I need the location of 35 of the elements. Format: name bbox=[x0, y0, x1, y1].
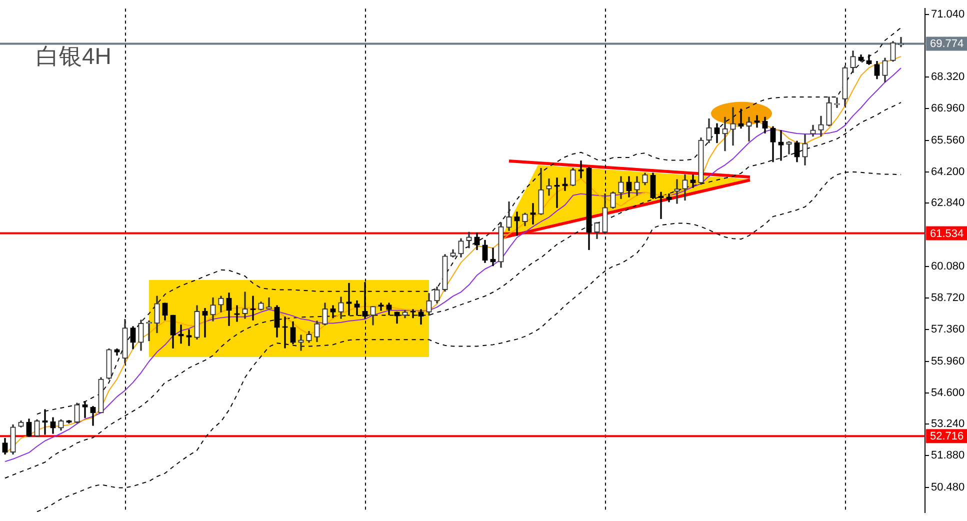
candlestick bbox=[562, 178, 568, 191]
y-tick-label: 64.200 bbox=[931, 166, 965, 178]
candlestick bbox=[490, 248, 496, 266]
candlestick bbox=[778, 130, 784, 161]
candlestick bbox=[658, 192, 664, 219]
candlestick bbox=[578, 160, 584, 178]
candlestick bbox=[786, 141, 792, 154]
y-tick-label: 50.480 bbox=[931, 482, 965, 494]
y-tick-label: 54.600 bbox=[931, 386, 965, 399]
y-tick-label: 60.080 bbox=[931, 260, 965, 273]
candlestick bbox=[834, 98, 840, 108]
y-tick-label: 58.720 bbox=[931, 292, 965, 304]
y-tick-label: 57.360 bbox=[931, 323, 965, 336]
candlestick bbox=[282, 316, 288, 348]
candlestick bbox=[514, 212, 520, 236]
ref-line-label: 69.774 bbox=[930, 38, 964, 50]
candlestick bbox=[546, 178, 552, 196]
y-tick-label: 71.040 bbox=[931, 8, 965, 21]
candlestick bbox=[738, 108, 744, 129]
y-tick-label: 65.560 bbox=[931, 134, 965, 147]
candlestick bbox=[674, 179, 680, 204]
candlestick bbox=[722, 116, 728, 152]
y-tick-label: 68.320 bbox=[931, 71, 965, 84]
y-tick-label: 62.840 bbox=[931, 197, 965, 210]
y-tick-label: 53.240 bbox=[931, 418, 965, 430]
text: 白银4H bbox=[36, 43, 112, 70]
y-tick-label: 55.960 bbox=[931, 356, 965, 368]
candlestick bbox=[202, 308, 208, 338]
candlestick bbox=[730, 107, 736, 146]
y-tick-label: 51.880 bbox=[931, 449, 965, 462]
ref-line-label: 61.534 bbox=[930, 228, 964, 240]
ref-line-label: 52.716 bbox=[930, 430, 964, 443]
y-tick-label: 66.960 bbox=[931, 102, 965, 114]
candlestick bbox=[746, 116, 752, 142]
candlestick bbox=[242, 292, 248, 319]
